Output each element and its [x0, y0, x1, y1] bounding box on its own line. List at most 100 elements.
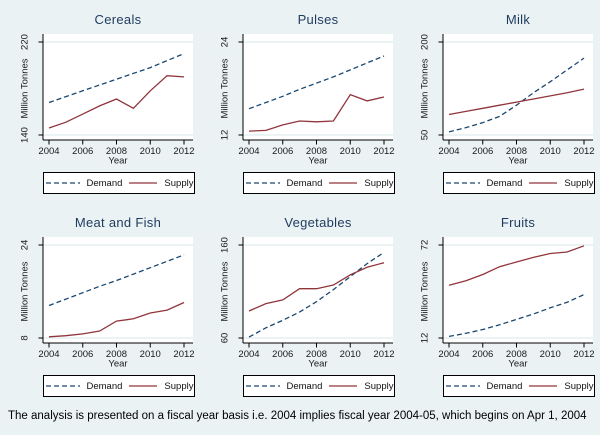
svg-text:2006: 2006 — [272, 146, 293, 157]
chart-title: Vegetables — [284, 215, 352, 230]
supply-key-line — [529, 182, 558, 184]
svg-text:2012: 2012 — [173, 349, 194, 360]
line-chart-pulses: 12 24 Million Tonnes 2004 2006 2008 2010 2012 Ye… — [220, 34, 395, 167]
legend-label-demand: Demand — [286, 177, 323, 189]
svg-text:2004: 2004 — [438, 146, 459, 157]
legend-label-demand: Demand — [486, 177, 523, 189]
svg-text:2004: 2004 — [38, 146, 59, 157]
svg-text:2006: 2006 — [472, 349, 493, 360]
svg-text:2008: 2008 — [306, 146, 327, 157]
svg-text:2004: 2004 — [238, 349, 259, 360]
svg-text:12: 12 — [220, 130, 231, 141]
svg-text:2004: 2004 — [38, 349, 59, 360]
svg-text:2012: 2012 — [373, 146, 394, 157]
svg-text:24: 24 — [20, 240, 31, 251]
legend-box: Demand Supply — [243, 172, 395, 194]
chart-panel-cereals: Cereals 140 220 Million Tonnes 2004 2006 2008… — [0, 0, 200, 203]
svg-text:2010: 2010 — [340, 349, 361, 360]
supply-key-line — [129, 182, 158, 184]
svg-text:160: 160 — [220, 237, 231, 253]
legend-box: Demand Supply — [443, 172, 595, 194]
legend-label-supply: Supply — [564, 177, 594, 189]
supply-key-line — [129, 385, 158, 387]
demand-key-line — [45, 385, 80, 387]
svg-text:60: 60 — [220, 333, 231, 344]
chart-panel-milk: Milk 50 200 Million Tonnes 2004 2006 2008 2010… — [400, 0, 600, 203]
svg-text:2006: 2006 — [72, 146, 93, 157]
supply-key-line — [329, 385, 358, 387]
footnote-text: The analysis is presented on a fiscal ye… — [8, 410, 587, 422]
legend-label-supply: Supply — [164, 380, 194, 392]
svg-text:12: 12 — [420, 333, 431, 344]
chart-title: Milk — [505, 12, 531, 27]
svg-text:2006: 2006 — [272, 349, 293, 360]
svg-text:2006: 2006 — [72, 349, 93, 360]
legend-box: Demand Supply — [443, 375, 595, 397]
svg-text:Year: Year — [108, 359, 127, 370]
demand-key-line — [445, 182, 480, 184]
chart-grid: Cereals 140 220 Million Tonnes 2004 2006 2008… — [0, 0, 600, 406]
svg-text:2010: 2010 — [540, 146, 561, 157]
legend-box: Demand Supply — [243, 375, 395, 397]
svg-text:Million Tonnes: Million Tonnes — [20, 58, 31, 118]
svg-text:50: 50 — [420, 130, 431, 141]
svg-text:72: 72 — [420, 240, 431, 251]
svg-text:200: 200 — [420, 34, 431, 50]
svg-text:2006: 2006 — [472, 146, 493, 157]
svg-text:Year: Year — [308, 156, 327, 167]
chart-panel-fruits: Fruits 12 72 Million Tonnes 2004 2006 2008 201… — [400, 203, 600, 406]
svg-text:2012: 2012 — [573, 349, 594, 360]
line-chart-cereals: 140 220 Million Tonnes 2004 2006 2008 2010 2012… — [20, 34, 195, 167]
legend-label-demand: Demand — [486, 380, 523, 392]
svg-text:2008: 2008 — [506, 349, 527, 360]
legend-box: Demand Supply — [43, 375, 195, 397]
svg-text:24: 24 — [220, 37, 231, 48]
legend-label-supply: Supply — [364, 380, 394, 392]
svg-text:Year: Year — [108, 156, 127, 167]
legend-label-demand: Demand — [86, 380, 123, 392]
svg-text:140: 140 — [20, 127, 31, 143]
svg-text:2008: 2008 — [106, 349, 127, 360]
svg-text:2012: 2012 — [573, 146, 594, 157]
svg-text:2012: 2012 — [373, 349, 394, 360]
svg-text:2010: 2010 — [540, 349, 561, 360]
svg-text:2004: 2004 — [238, 146, 259, 157]
svg-text:Million Tonnes: Million Tonnes — [20, 261, 31, 321]
svg-text:2012: 2012 — [173, 146, 194, 157]
svg-text:2004: 2004 — [438, 349, 459, 360]
line-chart-vegetables: 60 160 Million Tonnes 2004 2006 2008 2010 2012 Y… — [220, 237, 395, 370]
svg-text:2008: 2008 — [506, 146, 527, 157]
line-chart-milk: 50 200 Million Tonnes 2004 2006 2008 2010 2012 Y… — [420, 34, 595, 167]
chart-title: Meat and Fish — [74, 215, 162, 230]
svg-text:Million Tonnes: Million Tonnes — [220, 261, 231, 321]
svg-text:Million Tonnes: Million Tonnes — [420, 261, 431, 321]
legend-label-demand: Demand — [86, 177, 123, 189]
svg-text:2008: 2008 — [106, 146, 127, 157]
svg-text:Million Tonnes: Million Tonnes — [420, 58, 431, 118]
chart-panel-pulses: Pulses 12 24 Million Tonnes 2004 2006 2008 201… — [200, 0, 400, 203]
svg-text:8: 8 — [20, 335, 31, 340]
demand-key-line — [245, 182, 280, 184]
legend-label-demand: Demand — [286, 380, 323, 392]
svg-text:Year: Year — [508, 156, 527, 167]
chart-title: Cereals — [94, 12, 142, 27]
svg-text:Million Tonnes: Million Tonnes — [220, 58, 231, 118]
chart-title: Fruits — [500, 215, 536, 230]
demand-key-line — [45, 182, 80, 184]
svg-text:2010: 2010 — [140, 349, 161, 360]
svg-text:2008: 2008 — [306, 349, 327, 360]
demand-key-line — [445, 385, 480, 387]
supply-key-line — [529, 385, 558, 387]
svg-text:Year: Year — [308, 359, 327, 370]
chart-title: Pulses — [297, 12, 339, 27]
line-chart-fruits: 12 72 Million Tonnes 2004 2006 2008 2010 2012 Ye… — [420, 237, 595, 370]
svg-text:220: 220 — [20, 34, 31, 50]
supply-key-line — [329, 182, 358, 184]
legend-label-supply: Supply — [364, 177, 394, 189]
legend-box: Demand Supply — [43, 172, 195, 194]
legend-label-supply: Supply — [164, 177, 194, 189]
svg-text:Year: Year — [508, 359, 527, 370]
legend-label-supply: Supply — [564, 380, 594, 392]
line-chart-meat-and-fish: 8 24 Million Tonnes 2004 2006 2008 2010 2012 Yea… — [20, 237, 195, 370]
